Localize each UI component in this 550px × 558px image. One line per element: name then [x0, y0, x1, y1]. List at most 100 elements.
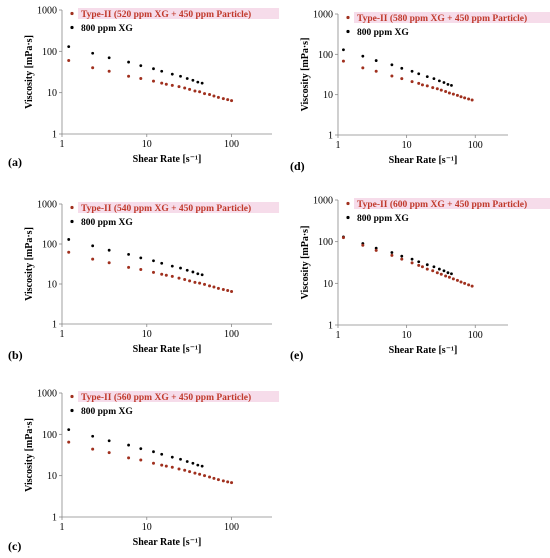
data-point-type-ii: [208, 93, 212, 97]
y-tick-label: 100: [42, 47, 57, 58]
legend-marker-800ppm-xg: [70, 219, 74, 224]
legend-marker-type-ii: [346, 15, 350, 20]
legend-marker-800ppm-xg: [70, 408, 74, 413]
legend-label-800ppm-xg: 800 ppm XG: [357, 214, 409, 224]
data-point-type-ii: [208, 475, 212, 479]
legend-marker-type-ii: [346, 201, 350, 206]
x-tick-label: 1: [336, 140, 341, 151]
data-point-type-ii: [444, 274, 448, 278]
data-point-type-ii: [390, 74, 394, 78]
data-point-type-ii: [139, 458, 143, 462]
data-point-800ppm-xg: [425, 75, 429, 79]
data-point-type-ii: [183, 468, 187, 472]
legend-marker-800ppm-xg: [346, 215, 350, 220]
data-point-800ppm-xg: [432, 265, 436, 269]
legend-marker-type-ii: [70, 11, 74, 16]
data-point-800ppm-xg: [107, 248, 111, 252]
data-point-800ppm-xg: [170, 264, 174, 268]
x-tick-label: 100: [468, 140, 483, 151]
data-point-800ppm-xg: [390, 251, 394, 254]
data-point-type-ii: [435, 271, 439, 275]
data-point-type-ii: [212, 476, 216, 480]
data-point-800ppm-xg: [374, 59, 378, 62]
y-tick-label: 100: [42, 240, 57, 251]
data-point-800ppm-xg: [191, 78, 195, 82]
data-point-800ppm-xg: [200, 81, 204, 85]
data-point-type-ii: [183, 277, 187, 281]
data-point-type-ii: [400, 77, 404, 81]
data-point-type-ii: [226, 480, 230, 484]
legend-label-800ppm-xg: 800 ppm XG: [357, 28, 409, 38]
data-point-800ppm-xg: [200, 273, 204, 277]
data-point-800ppm-xg: [390, 63, 394, 67]
data-point-type-ii: [420, 265, 424, 269]
data-point-800ppm-xg: [91, 434, 95, 438]
y-tick-label: 10: [47, 280, 57, 291]
data-point-type-ii: [188, 87, 192, 91]
y-tick-label: 1000: [313, 10, 333, 21]
data-point-800ppm-xg: [107, 439, 111, 443]
data-point-800ppm-xg: [196, 463, 200, 467]
x-tick-label: 100: [224, 522, 239, 533]
data-point-type-ii: [91, 66, 95, 70]
x-tick-label: 100: [224, 329, 239, 340]
x-tick-label: 100: [468, 330, 483, 341]
data-point-type-ii: [170, 274, 174, 278]
data-point-type-ii: [160, 81, 164, 85]
data-point-800ppm-xg: [432, 77, 436, 81]
legend-label-800ppm-xg: 800 ppm XG: [81, 218, 133, 228]
data-point-800ppm-xg: [437, 79, 441, 83]
data-point-800ppm-xg: [196, 80, 200, 84]
y-tick-label: 1: [52, 513, 57, 524]
data-point-type-ii: [230, 289, 234, 293]
data-point-type-ii: [151, 461, 155, 465]
chart-panel-4: 1 10 100 1000 1 10 100 Shear Rate [s⁻¹] Viscosit…: [290, 10, 550, 173]
x-tick-label: 10: [402, 330, 412, 341]
data-point-type-ii: [420, 83, 424, 87]
data-point-800ppm-xg: [417, 72, 421, 76]
data-point-type-ii: [198, 281, 202, 285]
data-point-800ppm-xg: [342, 48, 345, 52]
data-point-type-ii: [160, 272, 164, 276]
data-point-800ppm-xg: [450, 83, 453, 87]
x-axis-title: Shear Rate [s⁻¹]: [133, 344, 202, 355]
data-point-type-ii: [467, 97, 471, 101]
data-point-type-ii: [226, 98, 230, 102]
data-point-type-ii: [470, 284, 474, 288]
data-point-type-ii: [212, 94, 216, 98]
data-point-800ppm-xg: [442, 81, 446, 84]
data-point-type-ii: [417, 81, 421, 85]
data-point-type-ii: [467, 283, 471, 287]
data-point-800ppm-xg: [127, 60, 130, 64]
data-point-type-ii: [139, 77, 143, 81]
data-point-type-ii: [417, 263, 421, 267]
legend-highlight: [78, 8, 280, 19]
data-point-800ppm-xg: [139, 64, 143, 68]
data-point-800ppm-xg: [185, 77, 189, 80]
data-point-type-ii: [91, 257, 95, 261]
data-point-type-ii: [341, 59, 345, 63]
x-tick-label: 1: [336, 330, 341, 341]
data-point-800ppm-xg: [179, 74, 182, 78]
data-point-800ppm-xg: [67, 238, 71, 241]
legend-label-800ppm-xg: 800 ppm XG: [81, 407, 133, 417]
y-tick-label: 100: [42, 430, 57, 441]
chart-panel-1: 1 10 100 1000 1 10 100 Shear Rate [s⁻¹] Viscosit…: [8, 6, 280, 169]
chart-panel-2: 1 10 100 1000 1 10 100 Shear Rate [s⁻¹] Viscosit…: [8, 200, 280, 362]
data-point-800ppm-xg: [400, 66, 404, 70]
data-point-type-ii: [451, 92, 455, 96]
data-point-800ppm-xg: [127, 443, 130, 447]
x-tick-label: 1: [60, 139, 65, 150]
data-point-type-ii: [463, 281, 467, 285]
y-tick-label: 100: [318, 50, 333, 61]
legend-highlight: [78, 202, 280, 213]
data-point-800ppm-xg: [67, 428, 71, 432]
data-point-type-ii: [67, 440, 71, 444]
data-point-800ppm-xg: [410, 69, 414, 73]
data-point-type-ii: [164, 273, 168, 277]
legend-label-type-ii: Type-II (600 ppm XG + 450 ppm Particle): [357, 199, 527, 210]
x-axis-title: Shear Rate [s⁻¹]: [133, 537, 202, 548]
data-point-800ppm-xg: [437, 267, 441, 271]
data-point-800ppm-xg: [127, 252, 130, 256]
data-point-type-ii: [183, 86, 187, 90]
